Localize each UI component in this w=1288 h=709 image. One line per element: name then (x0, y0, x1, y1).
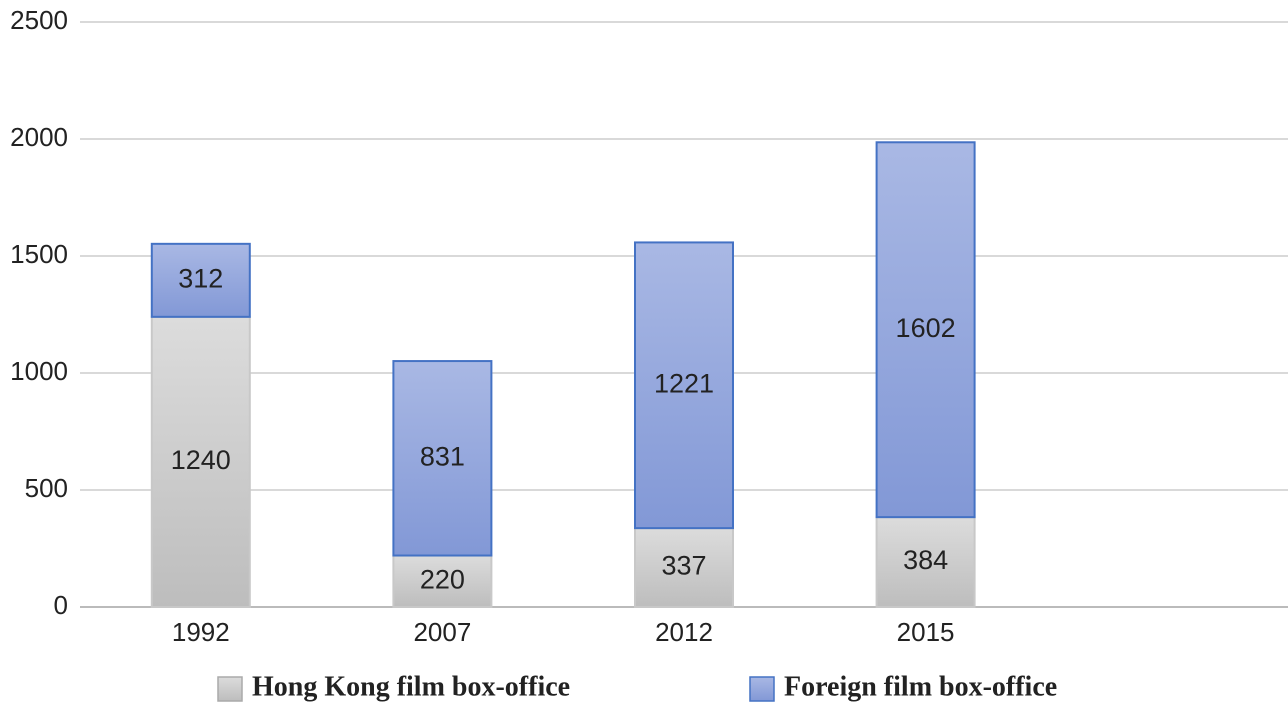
bar-segment (875, 141, 976, 519)
y-tick-label: 500 (25, 473, 68, 503)
data-label: 220 (420, 564, 465, 594)
x-tick-label: 2012 (655, 617, 713, 647)
data-label: 831 (420, 441, 465, 471)
data-label: 1240 (171, 445, 231, 475)
bar-segment (392, 360, 493, 557)
x-tick-label: 1992 (172, 617, 230, 647)
y-tick-label: 2500 (10, 5, 68, 35)
y-tick-label: 0 (54, 590, 68, 620)
data-label: 337 (661, 551, 706, 581)
y-tick-label: 1500 (10, 239, 68, 269)
bar-segment (634, 241, 734, 530)
bar-segment (392, 554, 493, 609)
bar-segment (150, 315, 251, 608)
x-tick-label: 2015 (897, 617, 955, 647)
legend-swatch (749, 676, 775, 702)
data-label: 1221 (654, 368, 714, 398)
bar-segment (875, 516, 976, 608)
data-label: 384 (903, 545, 948, 575)
y-tick-label: 2000 (10, 122, 68, 152)
y-tick-label: 1000 (10, 356, 68, 386)
x-tick-label: 2007 (413, 617, 471, 647)
legend-label: Foreign film box-office (784, 671, 1057, 702)
data-label: 1602 (896, 313, 956, 343)
bar-segment (634, 527, 734, 609)
bar-segment (150, 242, 251, 318)
data-label: 312 (178, 263, 223, 293)
legend-label: Hong Kong film box-office (252, 671, 570, 702)
legend-swatch (217, 676, 243, 702)
